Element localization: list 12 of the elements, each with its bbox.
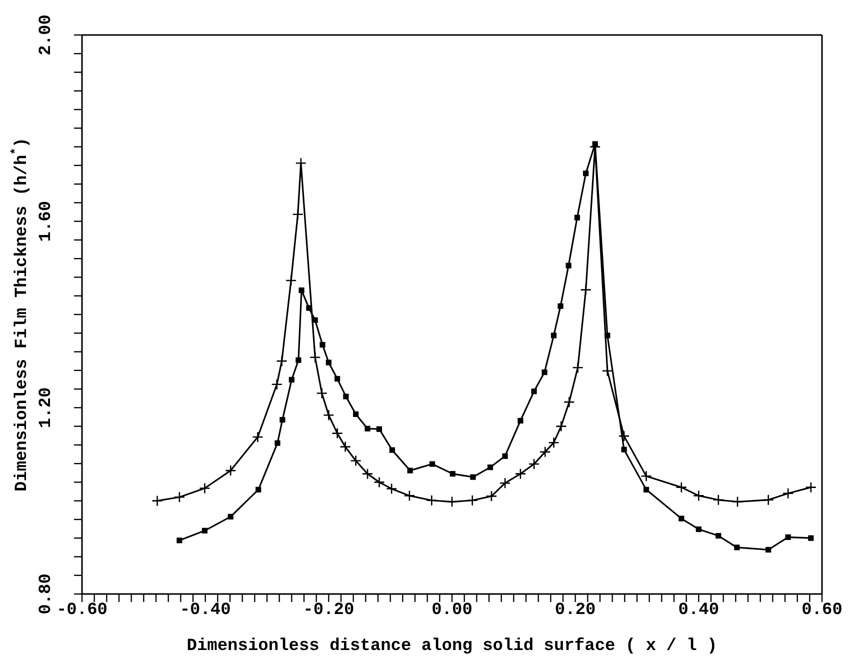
- x-tick-label: -0.20: [303, 601, 354, 620]
- x-tick-label: -0.40: [180, 601, 231, 620]
- y-tick-label: 1.60: [37, 200, 56, 242]
- x-tick-label: 0.20: [554, 601, 596, 620]
- x-axis-title: Dimensionless distance along solid surface ( x / l ): [186, 637, 718, 656]
- x-tick-label: 0.60: [802, 601, 842, 620]
- y-tick-label: 0.80: [37, 574, 56, 614]
- y-tick-label: 2.00: [37, 14, 56, 56]
- x-tick-label: 0.40: [678, 601, 720, 620]
- x-tick-label: 0.00: [432, 601, 472, 620]
- x-tick-label: -0.60: [56, 601, 108, 620]
- y-tick-label: 1.20: [37, 387, 56, 428]
